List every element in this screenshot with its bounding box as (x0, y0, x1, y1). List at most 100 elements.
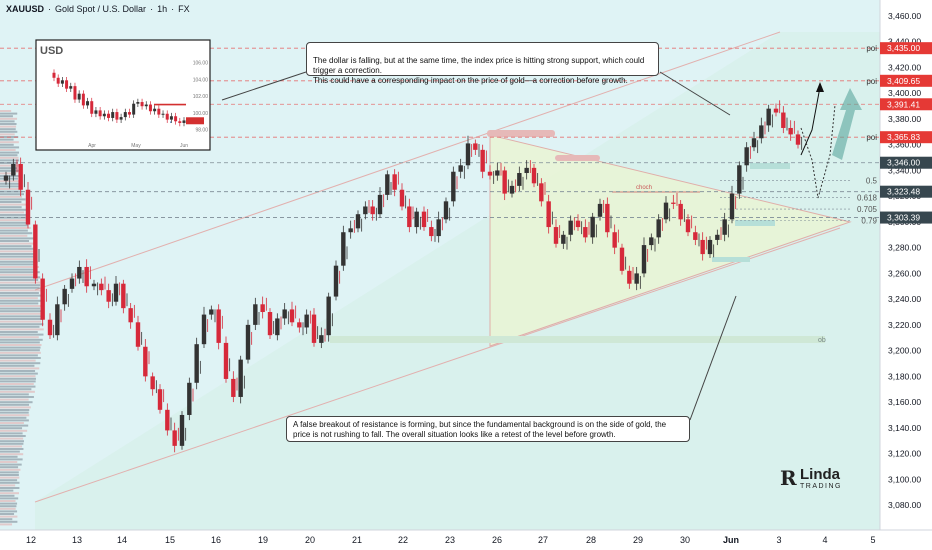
y-tick-label: 3,340.00 (888, 165, 921, 175)
usd-candle-body (157, 108, 161, 115)
candle-body (348, 228, 353, 233)
volume-profile-bar (0, 422, 24, 424)
volume-profile-bar (0, 336, 39, 339)
volume-profile-bar (0, 240, 30, 242)
volume-profile-bar (0, 331, 38, 333)
y-tick-label: 3,100.00 (888, 474, 921, 484)
candle-body (568, 220, 573, 235)
volume-profile-bar (0, 211, 25, 214)
volume-profile-bar (0, 219, 29, 222)
volume-profile-bar (0, 123, 17, 125)
title-separator: · (171, 4, 175, 14)
candle-body (663, 202, 669, 220)
volume-profile-bar (0, 333, 44, 336)
volume-profile-bar (0, 513, 15, 515)
volume-profile-bar (0, 206, 22, 209)
usd-candle-body (178, 121, 182, 123)
usd-candle-body (119, 117, 123, 120)
symbol-label[interactable]: XAUUSD (6, 4, 45, 14)
candle-body (62, 288, 67, 305)
volume-profile-bar (0, 427, 23, 430)
volume-profile-bar (0, 481, 20, 484)
candle-body (575, 220, 581, 228)
volume-profile-bar (0, 372, 38, 375)
volume-profile-bar (0, 463, 22, 466)
candle-body (612, 232, 617, 248)
candle-body (671, 202, 676, 204)
candle-body (407, 206, 412, 228)
candle-body (55, 304, 60, 336)
volume-profile-bar (0, 172, 17, 175)
candle-body (539, 183, 544, 202)
usd-candle-body (102, 113, 106, 117)
volume-profile-bar (0, 151, 19, 154)
title-separator: · (48, 4, 52, 14)
candle-body (590, 216, 595, 238)
candle-body (84, 266, 89, 287)
volume-profile-bar (0, 271, 40, 274)
volume-profile-bar (0, 229, 28, 232)
brand-logo: R Linda TRADING (780, 466, 841, 490)
callout-top: The dollar is falling, but at the same t… (306, 42, 659, 85)
x-tick-label: 28 (586, 535, 596, 545)
x-tick-label: 26 (492, 535, 502, 545)
volume-profile-bar (0, 349, 40, 352)
usd-candle-body (94, 110, 98, 114)
candle-body (157, 389, 163, 410)
x-tick-label: 19 (258, 535, 268, 545)
candle-body (231, 378, 236, 397)
candle-body (597, 203, 603, 217)
volume-profile-bar (0, 403, 30, 406)
usd-inset-title: USD (40, 45, 63, 57)
usd-candle-body (165, 113, 169, 120)
usd-candle-body (60, 80, 64, 84)
usd-candle-body (107, 113, 111, 118)
volume-profile-bar (0, 414, 30, 417)
candle-body (179, 414, 185, 446)
candle-body (429, 227, 434, 237)
candle-body (3, 175, 9, 181)
candle-body (707, 239, 713, 255)
volume-profile-bar (0, 159, 20, 162)
candle-body (627, 270, 632, 284)
price-tag (880, 98, 932, 111)
y-tick-label: 3,080.00 (888, 500, 921, 510)
volume-profile-bar (0, 344, 42, 346)
x-tick-label: 27 (538, 535, 548, 545)
volume-profile-bar (0, 250, 34, 253)
usd-x-tick-label: May (131, 143, 141, 149)
usd-price-tag (186, 117, 204, 125)
volume-profile-bar (0, 515, 18, 518)
volume-profile-bar (0, 442, 24, 445)
candle-body (223, 342, 229, 379)
volume-profile-bar (0, 341, 40, 344)
volume-profile-bar (0, 255, 36, 258)
volume-profile-bar (0, 479, 18, 482)
volume-profile-bar (0, 307, 41, 310)
candle-body (238, 359, 243, 397)
volume-profile-bar (0, 489, 14, 492)
volume-profile-bar (0, 388, 32, 391)
callout-bottom-text: A false breakout of resistance is formin… (293, 420, 667, 439)
candle-body (260, 304, 265, 313)
candle-body (634, 273, 639, 284)
volume-profile-bar (0, 120, 15, 123)
usd-x-tick-label: Jun (180, 143, 188, 149)
volume-profile-bar (0, 419, 29, 422)
price-tag-label: 3,365.83 (887, 132, 920, 142)
choch-label: choch (636, 185, 652, 191)
volume-profile-bar (0, 242, 35, 245)
candle-body (113, 283, 119, 302)
volume-profile-bar (0, 294, 43, 297)
usd-candle-body (81, 93, 85, 106)
volume-profile-bar (0, 128, 16, 131)
usd-y-tick-label: 106.00 (193, 61, 209, 67)
volume-profile-bar (0, 401, 33, 404)
volume-profile-bar (0, 146, 20, 149)
volume-profile-bar (0, 359, 36, 362)
candle-body (245, 324, 251, 360)
candle-body (649, 237, 654, 246)
volume-profile-bar (0, 357, 41, 359)
interval-label[interactable]: 1h (157, 4, 168, 14)
